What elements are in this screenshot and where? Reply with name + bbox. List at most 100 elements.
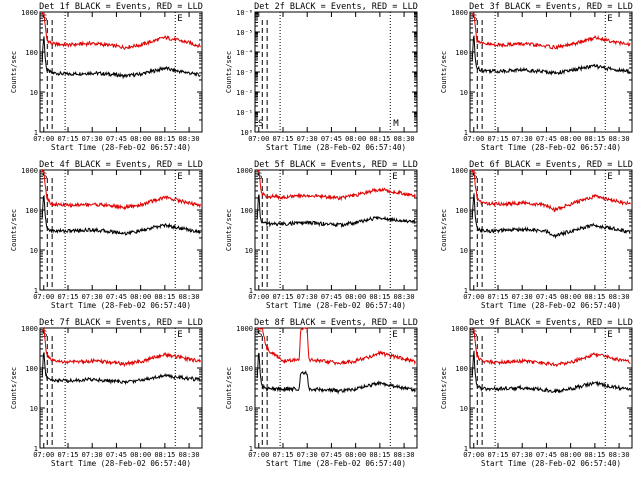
x-tick-label: 07:45	[321, 451, 342, 459]
x-tick-label: 08:00	[130, 293, 151, 301]
x-tick-label: 07:45	[321, 293, 342, 301]
y-axis-label: Counts/sec	[10, 51, 18, 93]
x-tick-label: 07:00	[248, 135, 269, 143]
y-axis-label: Counts/sec	[440, 209, 448, 251]
x-tick-label: 07:30	[512, 293, 533, 301]
y-tick-label: 1000	[21, 325, 38, 333]
x-tick-label: 07:45	[321, 135, 342, 143]
y-tick-label: 1	[464, 129, 468, 137]
plot-title: Det 9f BLACK = Events, RED = LLD	[469, 318, 633, 328]
y-tick-label: 10⁻⁴	[236, 49, 253, 57]
x-tick-label: 08:15	[154, 293, 175, 301]
y-tick-label: 1000	[451, 9, 468, 17]
plot-title: Det 3f BLACK = Events, RED = LLD	[469, 2, 633, 12]
x-tick-label: 08:30	[609, 451, 630, 459]
x-tick-label: 07:45	[106, 135, 127, 143]
x-tick-label: 08:00	[345, 293, 366, 301]
y-tick-label: 100	[25, 207, 38, 215]
x-tick-label: 07:00	[463, 135, 484, 143]
x-tick-label: 07:45	[536, 135, 557, 143]
x-tick-label: 08:00	[130, 451, 151, 459]
series-events	[41, 36, 201, 80]
x-axis-label: Start Time (28-Feb-02 06:57:40)	[266, 459, 406, 468]
x-axis-label: Start Time (28-Feb-02 06:57:40)	[481, 301, 621, 310]
series-lld	[41, 11, 201, 50]
y-tick-label: 1000	[451, 167, 468, 175]
x-axis-label: Start Time (28-Feb-02 06:57:40)	[51, 143, 191, 152]
y-tick-label: 1000	[451, 325, 468, 333]
y-tick-label: 100	[455, 207, 468, 215]
plot-frame	[254, 327, 418, 449]
x-tick-label: 07:00	[248, 451, 269, 459]
x-tick-label: 07:00	[33, 135, 54, 143]
y-tick-label: 10	[245, 405, 253, 413]
end-marker: E	[392, 172, 397, 182]
x-tick-label: 07:00	[463, 451, 484, 459]
y-tick-label: 10⁻⁵	[236, 29, 253, 37]
x-axis-label: Start Time (28-Feb-02 06:57:40)	[51, 459, 191, 468]
x-tick-label: 07:30	[512, 135, 533, 143]
y-tick-label: 10	[460, 247, 468, 255]
x-tick-label: 07:00	[33, 293, 54, 301]
end-marker: E	[607, 14, 612, 24]
plot-title: Det 7f BLACK = Events, RED = LLD	[39, 318, 203, 328]
y-axis-label: Counts/sec	[225, 51, 233, 93]
m-marker: M	[393, 119, 399, 129]
x-tick-label: 08:30	[179, 293, 200, 301]
y-tick-label: 1	[249, 287, 253, 295]
x-tick-label: 08:30	[609, 293, 630, 301]
end-marker: E	[177, 14, 182, 24]
series-lld	[41, 168, 201, 211]
x-tick-label: 08:15	[584, 135, 605, 143]
x-tick-label: 08:15	[584, 451, 605, 459]
x-tick-label: 08:30	[179, 451, 200, 459]
x-tick-label: 08:15	[369, 451, 390, 459]
y-tick-label: 10⁻³	[236, 69, 253, 77]
x-tick-label: 08:15	[154, 135, 175, 143]
plot-frame	[39, 327, 203, 449]
y-tick-label: 1	[34, 445, 38, 453]
plot-title: Det 6f BLACK = Events, RED = LLD	[469, 160, 633, 170]
y-tick-label: 100	[240, 365, 253, 373]
y-tick-label: 10	[245, 247, 253, 255]
x-tick-label: 07:00	[463, 293, 484, 301]
y-tick-label: 100	[455, 365, 468, 373]
plot-title: Det 5f BLACK = Events, RED = LLD	[254, 160, 418, 170]
x-tick-label: 08:30	[179, 135, 200, 143]
y-tick-label: 10⁰	[240, 129, 253, 137]
x-axis-label: Start Time (28-Feb-02 06:57:40)	[481, 143, 621, 152]
plot-title: Det 2f BLACK = Events, RED = LLD	[254, 2, 418, 12]
x-tick-label: 07:30	[297, 135, 318, 143]
end-marker: E	[607, 330, 612, 340]
end-marker: E	[177, 172, 182, 182]
series-lld	[471, 169, 631, 213]
x-tick-label: 07:00	[33, 451, 54, 459]
detector-plot-5: Det 5f BLACK = Events, RED = LLD 1 10 100 10…	[225, 160, 418, 310]
x-tick-label: 08:15	[154, 451, 175, 459]
x-tick-label: 07:45	[536, 293, 557, 301]
x-tick-label: 08:00	[560, 293, 581, 301]
series-lld	[256, 169, 416, 202]
x-tick-label: 08:00	[130, 135, 151, 143]
x-tick-label: 07:45	[106, 293, 127, 301]
detector-plot-9: Det 9f BLACK = Events, RED = LLD 1 10 100 10…	[440, 318, 633, 468]
plot-frame	[469, 11, 633, 133]
y-axis-label: Counts/sec	[10, 367, 18, 409]
plot-title: Det 8f BLACK = Events, RED = LLD	[254, 318, 418, 328]
y-tick-label: 1000	[236, 325, 253, 333]
series-events	[471, 350, 631, 394]
y-tick-label: 1000	[21, 167, 38, 175]
detector-plot-6: Det 6f BLACK = Events, RED = LLD 1 10 100 10…	[440, 160, 633, 310]
detector-plot-2: Det 2f BLACK = Events, RED = LLD 10⁰ 10⁻¹ 1…	[225, 2, 418, 152]
y-tick-label: 1	[464, 287, 468, 295]
plot-frame	[254, 11, 418, 133]
y-tick-label: 1000	[236, 167, 253, 175]
x-axis-label: Start Time (28-Feb-02 06:57:40)	[266, 143, 406, 152]
y-tick-label: 10	[30, 247, 38, 255]
x-tick-label: 08:00	[560, 451, 581, 459]
x-tick-label: 08:00	[345, 451, 366, 459]
series-events	[41, 194, 201, 236]
series-lld	[471, 11, 631, 51]
detector-plot-3: Det 3f BLACK = Events, RED = LLD 1 10 100 10…	[440, 2, 633, 152]
y-axis-label: Counts/sec	[225, 209, 233, 251]
